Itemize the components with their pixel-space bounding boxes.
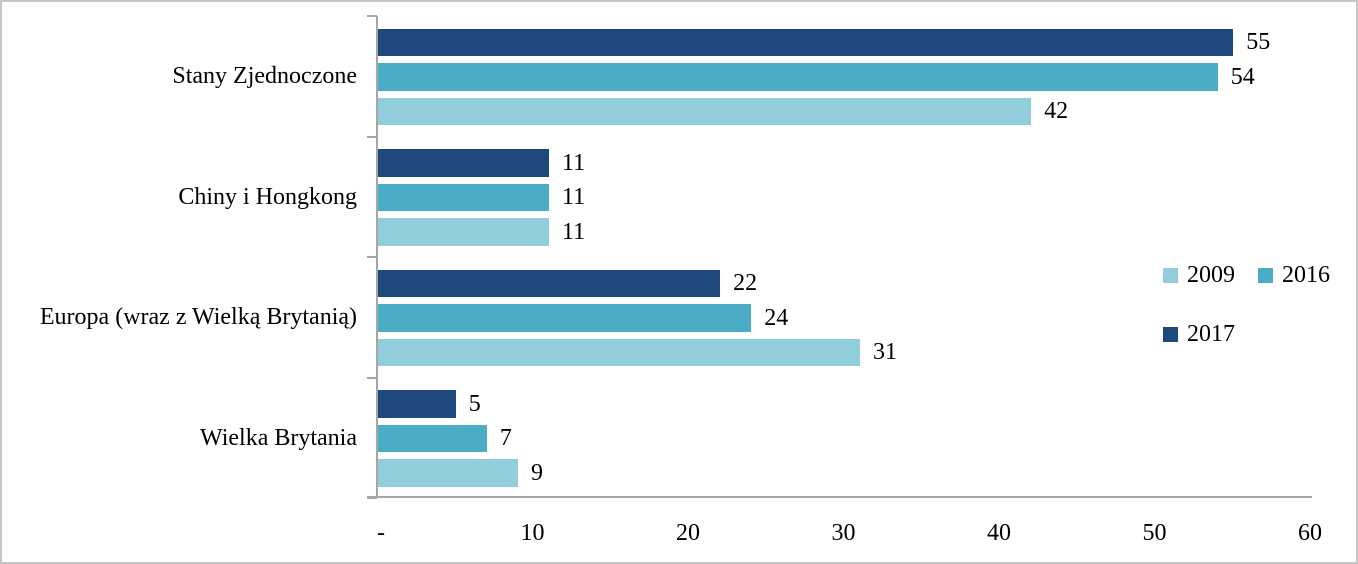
bar-value-label: 11 — [562, 149, 586, 176]
bar-value-label: 11 — [562, 184, 586, 211]
bar-value-label: 31 — [873, 339, 898, 366]
bar-2017-category-0 — [378, 28, 1234, 56]
y-axis-tick — [367, 256, 377, 258]
bar-2017-category-2 — [378, 269, 721, 297]
bar-2009-category-3 — [378, 459, 518, 487]
bar-2016-category-2 — [378, 304, 752, 332]
bar-2009-category-2 — [378, 338, 861, 366]
x-axis-tick-label: 10 — [520, 520, 545, 546]
bar-value-label: 24 — [764, 304, 789, 331]
bar-2017-category-3 — [378, 390, 456, 418]
bar-value-label: 7 — [499, 425, 512, 452]
x-axis-tick-label: 60 — [1298, 520, 1322, 546]
legend-item-2017: 2017 — [1163, 321, 1235, 348]
x-axis-tick-label: 20 — [676, 520, 700, 546]
bar-2017-category-1 — [378, 149, 550, 177]
bar-2009-category-0 — [378, 97, 1032, 125]
bar-value-label: 9 — [530, 459, 543, 486]
bar-value-label: 54 — [1230, 63, 1255, 90]
bar-value-label: 55 — [1246, 29, 1271, 56]
category-label: Chiny i Hongkong — [178, 183, 357, 210]
bar-2009-category-1 — [378, 218, 550, 246]
y-axis-tick — [367, 376, 377, 379]
x-axis-tick-label: 50 — [1142, 520, 1167, 546]
bar-value-label: 11 — [562, 218, 586, 245]
legend-swatch-2017 — [1163, 327, 1178, 342]
bar-2016-category-3 — [378, 424, 487, 452]
legend-item-2016: 2016 — [1258, 262, 1330, 289]
y-axis-tick — [367, 497, 377, 499]
category-label: Wielka Brytania — [200, 424, 357, 451]
bar-value-label: 5 — [468, 390, 481, 417]
y-axis-tick — [367, 15, 377, 17]
bar-value-label: 42 — [1044, 98, 1069, 125]
bar-2016-category-0 — [378, 63, 1218, 91]
legend-label-2017: 2017 — [1187, 321, 1235, 347]
category-label: Europa (wraz z Wielką Brytanią) — [39, 304, 357, 331]
bar-2016-category-1 — [378, 183, 550, 211]
x-axis-tick-label: 30 — [831, 520, 856, 546]
legend-label-2016: 2016 — [1282, 262, 1330, 288]
legend-label-2009: 2009 — [1187, 262, 1235, 288]
y-axis-line — [376, 16, 378, 498]
legend-swatch-2016 — [1258, 268, 1273, 283]
bar-value-label: 22 — [733, 270, 758, 297]
category-label: Stany Zjednoczone — [172, 63, 357, 90]
x-axis-tick-label: 40 — [987, 520, 1011, 546]
legend-item-2009: 2009 — [1163, 262, 1235, 289]
x-axis-tick-label: - — [377, 520, 385, 546]
legend-swatch-2009 — [1163, 268, 1178, 283]
y-axis-tick — [367, 135, 377, 138]
x-axis-line — [367, 496, 1312, 498]
